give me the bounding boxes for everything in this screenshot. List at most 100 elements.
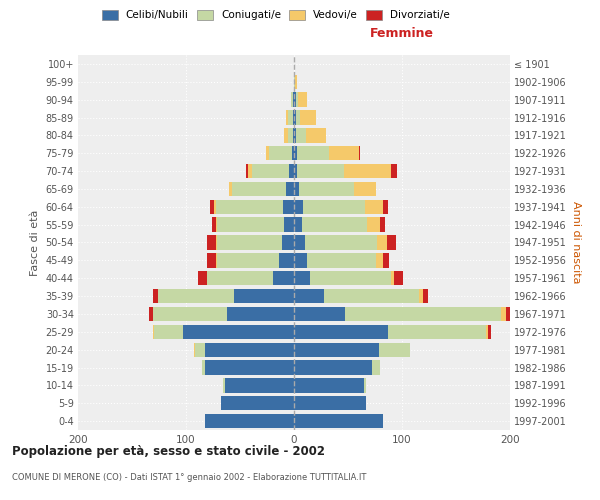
- Bar: [283, 200, 294, 214]
- Bar: [387, 236, 395, 250]
- Bar: [422, 289, 428, 303]
- Bar: [287, 128, 293, 142]
- Bar: [210, 200, 214, 214]
- Bar: [379, 342, 410, 357]
- Bar: [383, 200, 388, 214]
- Bar: [217, 253, 279, 268]
- Y-axis label: Fasce di età: Fasce di età: [30, 210, 40, 276]
- Bar: [221, 396, 294, 410]
- Bar: [486, 324, 488, 339]
- Bar: [266, 146, 269, 160]
- Bar: [293, 128, 294, 142]
- Bar: [293, 110, 294, 124]
- Bar: [344, 164, 391, 178]
- Bar: [294, 128, 296, 142]
- Bar: [294, 253, 307, 268]
- Bar: [202, 360, 205, 374]
- Bar: [345, 307, 502, 321]
- Bar: [355, 182, 376, 196]
- Bar: [205, 360, 294, 374]
- Bar: [294, 360, 372, 374]
- Bar: [279, 253, 294, 268]
- Bar: [502, 307, 506, 321]
- Bar: [152, 289, 158, 303]
- Bar: [377, 236, 387, 250]
- Bar: [227, 307, 294, 321]
- Bar: [488, 324, 491, 339]
- Bar: [294, 74, 295, 89]
- Bar: [183, 324, 294, 339]
- Bar: [158, 289, 233, 303]
- Bar: [216, 253, 217, 268]
- Bar: [292, 146, 294, 160]
- Bar: [293, 92, 294, 107]
- Bar: [294, 236, 305, 250]
- Bar: [294, 164, 297, 178]
- Bar: [419, 289, 422, 303]
- Bar: [286, 182, 294, 196]
- Bar: [359, 146, 360, 160]
- Bar: [198, 271, 206, 285]
- Bar: [289, 164, 294, 178]
- Bar: [324, 289, 419, 303]
- Bar: [294, 218, 302, 232]
- Bar: [294, 146, 297, 160]
- Bar: [287, 110, 293, 124]
- Bar: [294, 200, 302, 214]
- Bar: [248, 164, 252, 178]
- Bar: [149, 307, 152, 321]
- Bar: [394, 271, 403, 285]
- Text: Popolazione per età, sesso e stato civile - 2002: Popolazione per età, sesso e stato civil…: [12, 445, 325, 458]
- Bar: [296, 128, 306, 142]
- Bar: [282, 236, 294, 250]
- Bar: [294, 307, 345, 321]
- Bar: [212, 218, 216, 232]
- Bar: [391, 164, 397, 178]
- Bar: [296, 110, 301, 124]
- Bar: [205, 414, 294, 428]
- Bar: [298, 92, 307, 107]
- Bar: [216, 200, 283, 214]
- Bar: [296, 92, 298, 107]
- Bar: [247, 164, 248, 178]
- Bar: [294, 396, 367, 410]
- Bar: [380, 218, 385, 232]
- Bar: [206, 253, 216, 268]
- Bar: [205, 342, 294, 357]
- Bar: [291, 92, 293, 107]
- Bar: [284, 128, 287, 142]
- Bar: [365, 200, 383, 214]
- Bar: [294, 414, 383, 428]
- Bar: [297, 146, 329, 160]
- Bar: [299, 182, 355, 196]
- Bar: [301, 110, 316, 124]
- Bar: [152, 307, 227, 321]
- Bar: [233, 289, 294, 303]
- Bar: [217, 218, 284, 232]
- Text: COMUNE DI MERONE (CO) - Dati ISTAT 1° gennaio 2002 - Elaborazione TUTTITALIA.IT: COMUNE DI MERONE (CO) - Dati ISTAT 1° ge…: [12, 473, 367, 482]
- Bar: [152, 324, 154, 339]
- Bar: [194, 342, 205, 357]
- Bar: [217, 236, 282, 250]
- Bar: [329, 146, 359, 160]
- Bar: [294, 110, 296, 124]
- Bar: [206, 236, 216, 250]
- Bar: [506, 307, 514, 321]
- Bar: [372, 360, 380, 374]
- Bar: [310, 271, 391, 285]
- Bar: [284, 218, 294, 232]
- Bar: [232, 182, 286, 196]
- Legend: Celibi/Nubili, Coniugati/e, Vedovi/e, Divorziati/e: Celibi/Nubili, Coniugati/e, Vedovi/e, Di…: [102, 10, 450, 20]
- Bar: [294, 378, 364, 392]
- Text: Femmine: Femmine: [370, 27, 434, 40]
- Bar: [294, 92, 296, 107]
- Bar: [376, 253, 383, 268]
- Bar: [364, 378, 367, 392]
- Bar: [302, 200, 365, 214]
- Bar: [154, 324, 183, 339]
- Bar: [214, 200, 216, 214]
- Bar: [295, 74, 297, 89]
- Bar: [229, 182, 232, 196]
- Bar: [306, 128, 326, 142]
- Bar: [383, 253, 389, 268]
